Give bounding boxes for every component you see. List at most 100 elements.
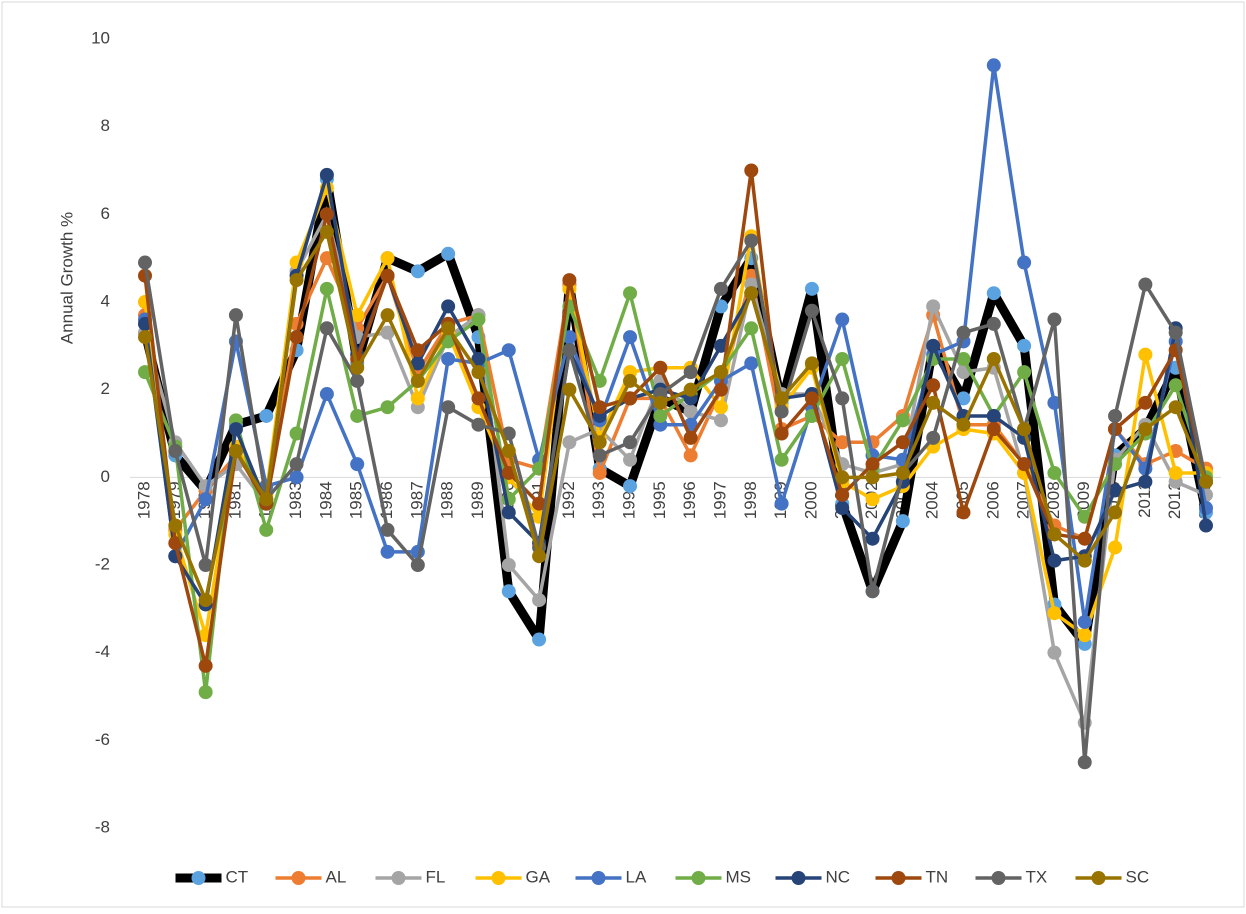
data-point xyxy=(410,558,425,572)
data-point xyxy=(471,312,486,327)
x-tick-label: 1998 xyxy=(741,481,760,519)
legend-label: LA xyxy=(626,867,647,886)
data-point xyxy=(653,360,668,375)
data-point xyxy=(592,373,607,388)
data-point xyxy=(1047,527,1062,542)
data-point xyxy=(350,373,365,388)
x-tick-label: 1984 xyxy=(316,481,335,519)
data-point xyxy=(228,308,243,323)
data-point xyxy=(1017,255,1032,270)
data-point xyxy=(1017,422,1032,437)
data-point xyxy=(471,417,486,432)
data-point xyxy=(1168,378,1183,393)
legend-label: SC xyxy=(1126,867,1150,886)
data-point xyxy=(441,246,456,261)
data-point xyxy=(986,422,1001,437)
data-point xyxy=(592,400,607,415)
data-point xyxy=(410,391,425,406)
data-point xyxy=(168,444,183,459)
data-point xyxy=(835,391,850,406)
data-point xyxy=(683,382,698,397)
data-point xyxy=(380,268,395,283)
data-point xyxy=(835,470,850,485)
data-point xyxy=(198,593,213,608)
data-point xyxy=(774,404,789,419)
x-tick-label: 1992 xyxy=(559,481,578,519)
data-point xyxy=(410,343,425,358)
data-point xyxy=(1077,531,1092,546)
data-point xyxy=(532,496,547,511)
x-tick-label: 1983 xyxy=(286,481,305,519)
data-point xyxy=(835,312,850,327)
data-point xyxy=(956,505,971,520)
series-line xyxy=(143,238,1208,764)
data-point xyxy=(441,400,456,415)
data-point xyxy=(1138,347,1153,362)
data-point xyxy=(1108,483,1123,498)
y-tick-label: 10 xyxy=(91,28,110,47)
data-point xyxy=(380,308,395,323)
data-point xyxy=(1047,395,1062,410)
data-point xyxy=(198,492,213,507)
legend-label: AL xyxy=(326,867,347,886)
data-point xyxy=(138,255,152,270)
data-point xyxy=(865,470,880,485)
legend-label: MS xyxy=(726,867,752,886)
data-point xyxy=(441,351,456,366)
legend-marker xyxy=(491,871,506,885)
data-point xyxy=(926,430,941,445)
data-point xyxy=(713,365,728,380)
data-point xyxy=(289,426,304,441)
legend-label: TN xyxy=(926,867,949,886)
data-point xyxy=(744,286,759,301)
x-tick-label: 1995 xyxy=(650,481,669,519)
data-point xyxy=(1077,755,1092,770)
data-point xyxy=(926,378,941,393)
data-point xyxy=(835,435,850,450)
x-tick-label: 2012 xyxy=(1165,481,1184,519)
data-point xyxy=(865,531,880,546)
y-tick-label: 6 xyxy=(101,204,110,223)
data-point xyxy=(228,422,243,437)
data-point xyxy=(683,404,698,419)
data-point xyxy=(168,536,183,551)
data-point xyxy=(228,444,243,459)
legend-label: CT xyxy=(226,867,249,886)
data-point xyxy=(471,365,486,380)
data-point xyxy=(1077,553,1092,568)
data-point xyxy=(1138,422,1153,437)
data-point xyxy=(592,448,607,463)
data-point xyxy=(623,286,638,301)
data-point xyxy=(168,518,183,533)
data-point xyxy=(623,373,638,388)
series-line xyxy=(143,186,1206,637)
data-point xyxy=(1047,312,1062,327)
data-point xyxy=(956,351,971,366)
series-line xyxy=(143,63,1208,624)
data-point xyxy=(380,251,395,266)
data-point xyxy=(319,167,334,182)
data-point xyxy=(713,281,728,296)
data-point xyxy=(774,391,789,406)
legend-marker xyxy=(191,871,206,885)
data-point xyxy=(259,408,274,423)
data-point xyxy=(956,417,971,432)
data-point xyxy=(1108,505,1123,520)
data-point xyxy=(683,430,698,445)
data-point xyxy=(956,325,971,340)
data-point xyxy=(683,448,698,463)
y-tick-label: 8 xyxy=(101,116,110,135)
x-tick-label: 1987 xyxy=(407,481,426,519)
y-tick-label: 2 xyxy=(101,379,110,398)
data-point xyxy=(623,452,638,467)
legend-label: FL xyxy=(426,867,446,886)
data-point xyxy=(774,452,789,467)
data-point xyxy=(562,382,577,397)
data-point xyxy=(380,325,395,340)
data-point xyxy=(804,356,819,371)
legend-marker xyxy=(1091,871,1106,885)
x-tick-label: 1988 xyxy=(438,481,457,519)
y-axis-label: Annual Growth % xyxy=(57,212,76,344)
data-point xyxy=(380,522,395,537)
y-tick-label: 4 xyxy=(101,291,110,310)
